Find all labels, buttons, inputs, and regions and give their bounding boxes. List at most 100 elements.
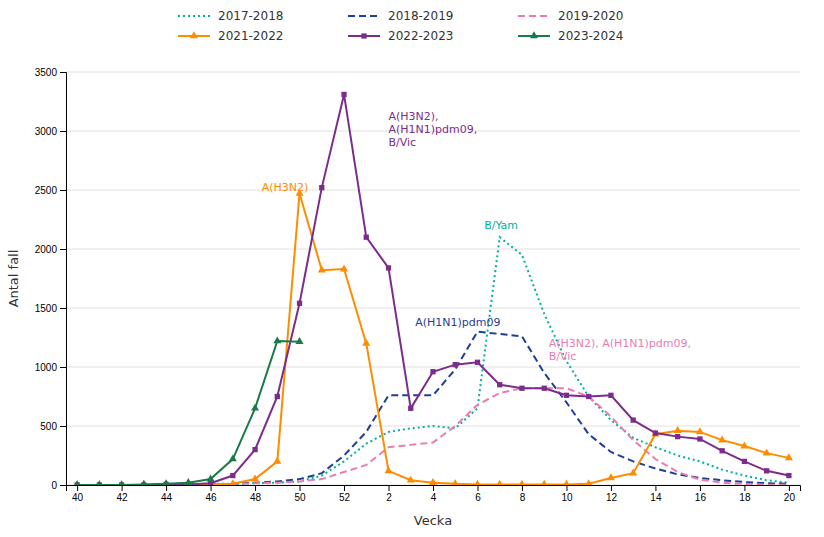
marker <box>586 394 591 399</box>
y-tick: 0 <box>51 480 66 491</box>
marker <box>473 480 481 485</box>
marker <box>763 448 771 455</box>
x-tick: 44 <box>161 485 173 503</box>
marker <box>764 468 769 473</box>
y-tick-label: 3500 <box>35 67 58 78</box>
marker <box>562 480 570 485</box>
x-tick-mark <box>655 485 656 491</box>
marker <box>297 301 302 306</box>
grid-line <box>66 308 800 309</box>
marker <box>229 454 237 461</box>
legend-label: 2023-2024 <box>558 29 623 43</box>
x-tick: 50 <box>294 485 306 503</box>
marker <box>453 362 458 367</box>
marker <box>207 474 215 481</box>
marker <box>475 360 480 365</box>
marker <box>585 479 593 485</box>
marker <box>95 480 103 485</box>
x-tick-mark <box>744 485 745 491</box>
marker <box>429 478 437 485</box>
x-tick-label: 50 <box>294 492 306 503</box>
marker <box>519 386 524 391</box>
x-tick-label: 52 <box>339 492 351 503</box>
marker <box>540 480 548 485</box>
marker <box>362 339 370 346</box>
x-tick-mark <box>166 485 167 491</box>
marker <box>162 479 170 485</box>
y-tick-label: 3000 <box>35 126 58 137</box>
legend-label: 2019-2020 <box>558 9 623 23</box>
marker <box>184 478 192 485</box>
x-tick: 16 <box>695 485 707 503</box>
x-tick-mark <box>77 485 78 491</box>
x-tick-label: 2 <box>386 492 392 503</box>
marker <box>386 265 391 270</box>
y-tick-mark <box>60 131 66 132</box>
marker <box>720 448 725 453</box>
grid-line <box>66 249 800 250</box>
x-tick-label: 46 <box>206 492 218 503</box>
marker <box>364 235 369 240</box>
x-tick-label: 20 <box>784 492 796 503</box>
grid-line <box>66 72 800 73</box>
marker <box>273 457 281 464</box>
annotation-line: B/Vic <box>549 350 577 363</box>
grid-line <box>66 367 800 368</box>
y-tick: 500 <box>40 421 66 432</box>
x-axis-line <box>67 486 801 492</box>
x-tick: 6 <box>475 485 481 503</box>
marker <box>73 480 81 485</box>
marker <box>786 473 791 478</box>
annotation-line: A(H3N2) <box>262 181 309 194</box>
marker <box>319 185 324 190</box>
legend-swatch <box>348 15 380 17</box>
x-tick: 42 <box>117 485 129 503</box>
line <box>77 94 789 485</box>
marks <box>73 92 793 485</box>
marker <box>229 479 237 485</box>
annotation-line: A(H3N2), <box>389 110 439 123</box>
x-tick-label: 10 <box>561 492 573 503</box>
grid <box>66 72 800 485</box>
series <box>77 237 789 485</box>
x-tick: 40 <box>72 485 84 503</box>
x-tick-mark <box>477 485 478 491</box>
marker <box>340 264 348 271</box>
x-tick-mark <box>389 485 390 491</box>
x-tick: 52 <box>339 485 351 503</box>
marker <box>629 469 637 476</box>
marker <box>631 417 636 422</box>
y-tick: 2000 <box>35 244 66 255</box>
x-tick-label: 40 <box>72 492 84 503</box>
annotation-line: A(H1N1)pdm09, <box>389 123 478 136</box>
x-tick-label: 18 <box>739 492 751 503</box>
annotations: A(H3N2) A(H3N2),A(H1N1)pdm09, B/Vic B/Yam A(… <box>262 110 691 363</box>
marker <box>607 473 615 480</box>
annotation: A(H1N1)pdm09 <box>415 316 500 329</box>
legend-item: 2018-2019 <box>348 9 453 23</box>
marker <box>408 406 413 411</box>
series <box>74 92 791 485</box>
marker <box>407 476 415 483</box>
grid-line <box>66 190 800 191</box>
legend-swatch <box>178 15 210 17</box>
y-axis-title: Antal fall <box>6 250 21 308</box>
marker <box>718 436 726 443</box>
legend-label: 2021-2022 <box>218 29 283 43</box>
y-tick: 3500 <box>35 67 66 78</box>
marker <box>518 480 526 485</box>
x-tick: 14 <box>650 485 662 503</box>
marker <box>564 393 569 398</box>
marker <box>430 369 435 374</box>
x-tick-label: 42 <box>117 492 129 503</box>
y-tick-label: 1000 <box>35 362 58 373</box>
legend-item: 2022-2023 <box>348 29 453 43</box>
marker <box>118 480 126 485</box>
x-tick-mark <box>433 485 434 491</box>
marker <box>608 393 613 398</box>
line <box>77 237 789 485</box>
marker <box>252 447 257 452</box>
annotation-line: B/Yam <box>484 219 518 232</box>
x-axis-title: Vecka <box>414 513 452 528</box>
line <box>77 194 789 485</box>
